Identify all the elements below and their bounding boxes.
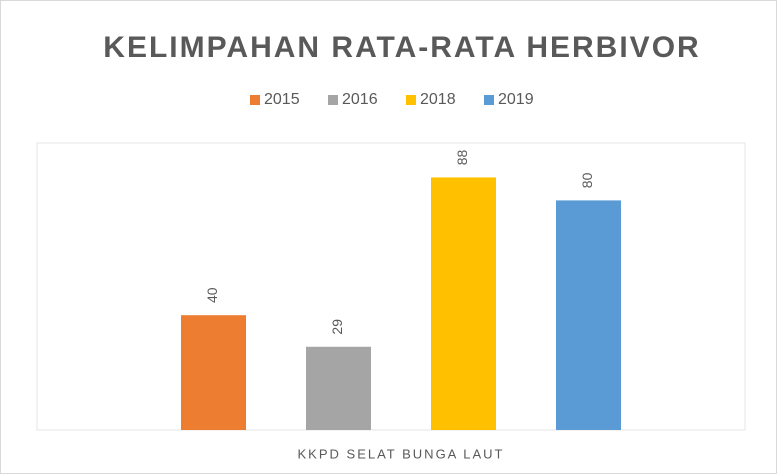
legend-label: 2016 [342, 91, 378, 108]
legend-swatch [328, 95, 338, 105]
bar [431, 177, 496, 430]
chart-title: KELIMPAHAN RATA-RATA HERBIVOR [103, 31, 700, 64]
data-label: 80 [579, 172, 595, 188]
legend-swatch [484, 95, 494, 105]
data-label: 88 [454, 149, 470, 165]
plot-area [36, 142, 746, 431]
x-tick-label: KKPD SELAT BUNGA LAUT [298, 446, 505, 461]
data-label: 29 [329, 319, 345, 335]
bar [181, 315, 246, 430]
legend-label: 2015 [264, 91, 300, 108]
legend-label: 2019 [498, 91, 534, 108]
legend-swatch [406, 95, 416, 105]
data-label: 40 [204, 287, 220, 303]
legend-swatch [250, 95, 260, 105]
bar [556, 200, 621, 430]
bar [306, 346, 371, 430]
legend-label: 2018 [420, 91, 456, 108]
